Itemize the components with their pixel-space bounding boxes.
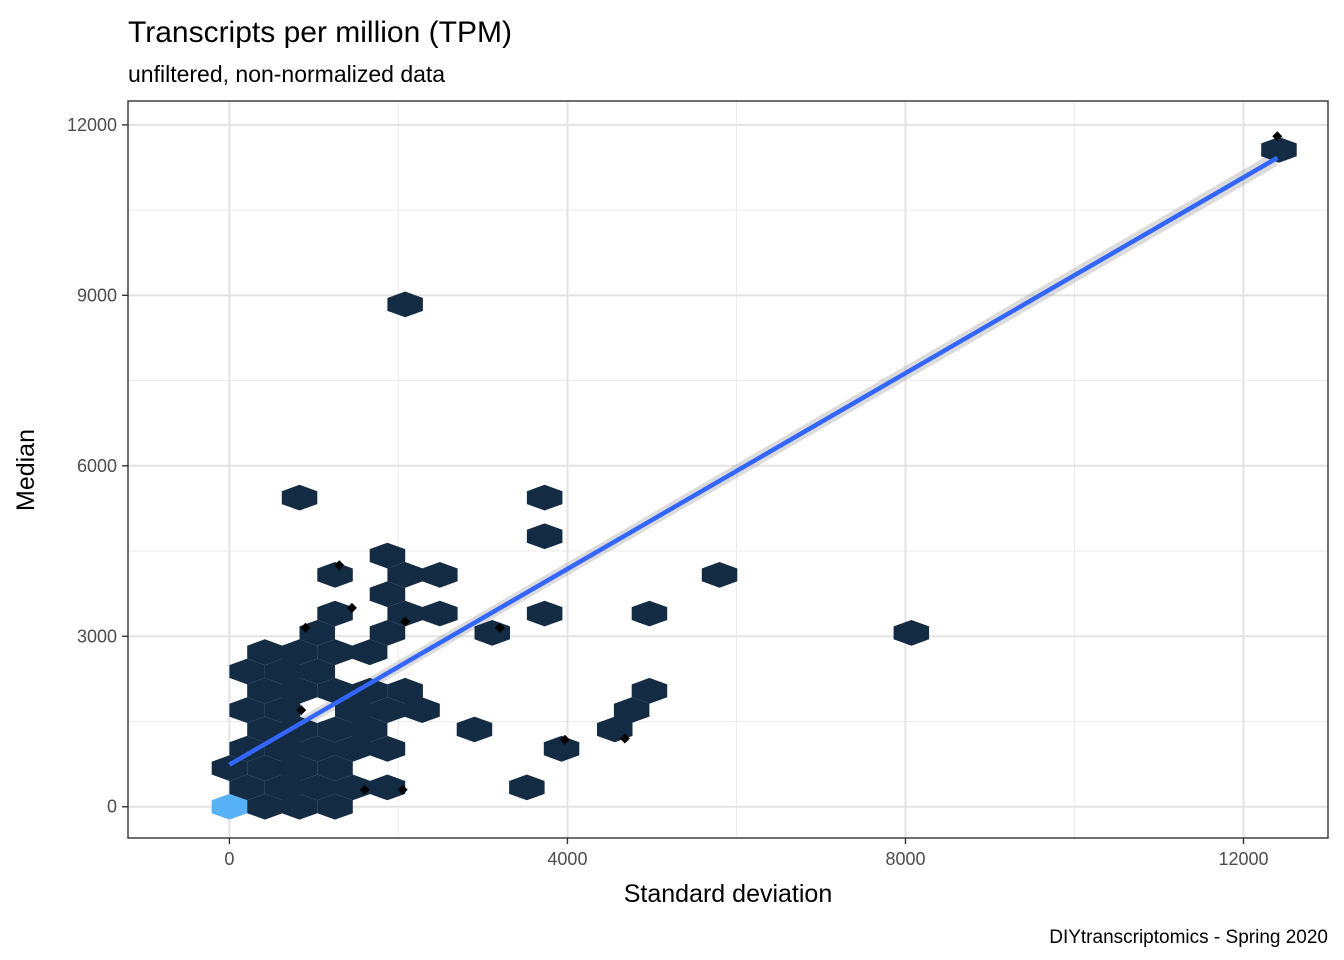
hexbin <box>387 677 423 704</box>
y-axis-ticks: 0 3000 6000 9000 12000 <box>67 115 128 817</box>
hexbin <box>369 774 406 801</box>
hexbin <box>422 600 458 627</box>
hexbin <box>247 639 283 666</box>
hexbin <box>281 484 318 511</box>
hexbin <box>317 600 353 627</box>
y-tick-label: 12000 <box>67 115 117 135</box>
hexbin <box>299 774 335 801</box>
y-tick-label: 0 <box>107 797 117 817</box>
hexbin <box>211 793 248 820</box>
x-tick-label: 0 <box>224 849 234 869</box>
hexbin <box>369 542 406 569</box>
hexbin <box>1261 137 1297 163</box>
panel-border <box>127 100 1329 839</box>
data-point <box>559 734 570 745</box>
hexbin <box>317 716 353 743</box>
hexbin <box>526 484 563 511</box>
hexbin <box>387 562 423 588</box>
hexbin <box>369 697 406 723</box>
data-point <box>334 560 345 571</box>
data-point <box>619 733 630 744</box>
data-point <box>346 602 357 613</box>
hexbin <box>387 291 423 318</box>
hexbin <box>264 658 301 685</box>
hexbin <box>317 755 353 781</box>
hexbin <box>351 677 388 704</box>
y-axis-title: Median <box>12 429 40 511</box>
hexbin <box>613 697 650 723</box>
x-tick-label: 4000 <box>547 849 587 869</box>
hexbin <box>229 735 265 762</box>
hexbin <box>264 774 301 801</box>
x-axis-ticks: 0 4000 8000 12000 <box>224 838 1269 869</box>
fit-line-layer <box>228 155 1279 767</box>
x-tick-label: 8000 <box>885 849 925 869</box>
hexbin <box>387 600 423 627</box>
hexbin <box>299 735 335 762</box>
data-point <box>397 784 408 795</box>
data-point <box>494 622 505 633</box>
hexbin <box>317 793 353 820</box>
hexbin <box>631 600 668 627</box>
hexbin <box>281 677 318 704</box>
data-point <box>400 616 411 627</box>
x-tick-label: 12000 <box>1218 849 1268 869</box>
hexbin <box>456 716 493 743</box>
data-point <box>1272 131 1283 142</box>
hexbin <box>229 697 265 723</box>
data-point <box>300 622 311 633</box>
hexbin-layer <box>211 137 1297 820</box>
hexbin <box>701 562 738 588</box>
hexbin <box>351 716 388 743</box>
hexbin <box>631 677 668 704</box>
hexbin <box>369 620 406 646</box>
point-layer <box>296 131 1283 795</box>
hexbin <box>335 774 371 801</box>
hexbin <box>281 716 318 743</box>
y-tick-label: 3000 <box>77 626 117 646</box>
hexbin <box>509 774 545 801</box>
hexbin <box>229 658 265 685</box>
hexbin <box>893 620 930 646</box>
y-tick-label: 6000 <box>77 456 117 476</box>
data-point <box>359 784 370 795</box>
chart-caption: DIYtranscriptomics - Spring 2020 <box>1049 927 1328 948</box>
hexbin <box>422 562 458 588</box>
hexbin <box>369 735 406 762</box>
hexbin <box>543 735 580 762</box>
chart-title: Transcripts per million (TPM) <box>128 16 512 49</box>
hexbin <box>317 639 353 666</box>
hexbin <box>335 735 371 762</box>
regression-line <box>228 155 1279 767</box>
hexbin <box>404 697 440 723</box>
hexbin <box>229 774 265 801</box>
hexbin <box>281 639 318 666</box>
hexbin <box>526 523 563 550</box>
x-axis-title: Standard deviation <box>624 880 832 908</box>
hexbin <box>317 562 353 588</box>
data-point <box>296 705 307 716</box>
hexbin <box>369 581 406 608</box>
hexbin <box>264 735 301 762</box>
chart-subtitle: unfiltered, non-normalized data <box>128 61 445 87</box>
hexbin <box>299 658 335 685</box>
hexbin <box>247 793 283 820</box>
y-tick-label: 9000 <box>77 285 117 305</box>
hexbin <box>247 755 283 781</box>
hexbin <box>247 716 283 743</box>
hexbin <box>281 793 318 820</box>
hexbin <box>264 697 301 723</box>
hexbin <box>247 677 283 704</box>
hexbin <box>526 600 563 627</box>
hexbin <box>335 697 371 723</box>
hexbin <box>281 755 318 781</box>
hexbin <box>351 639 388 666</box>
